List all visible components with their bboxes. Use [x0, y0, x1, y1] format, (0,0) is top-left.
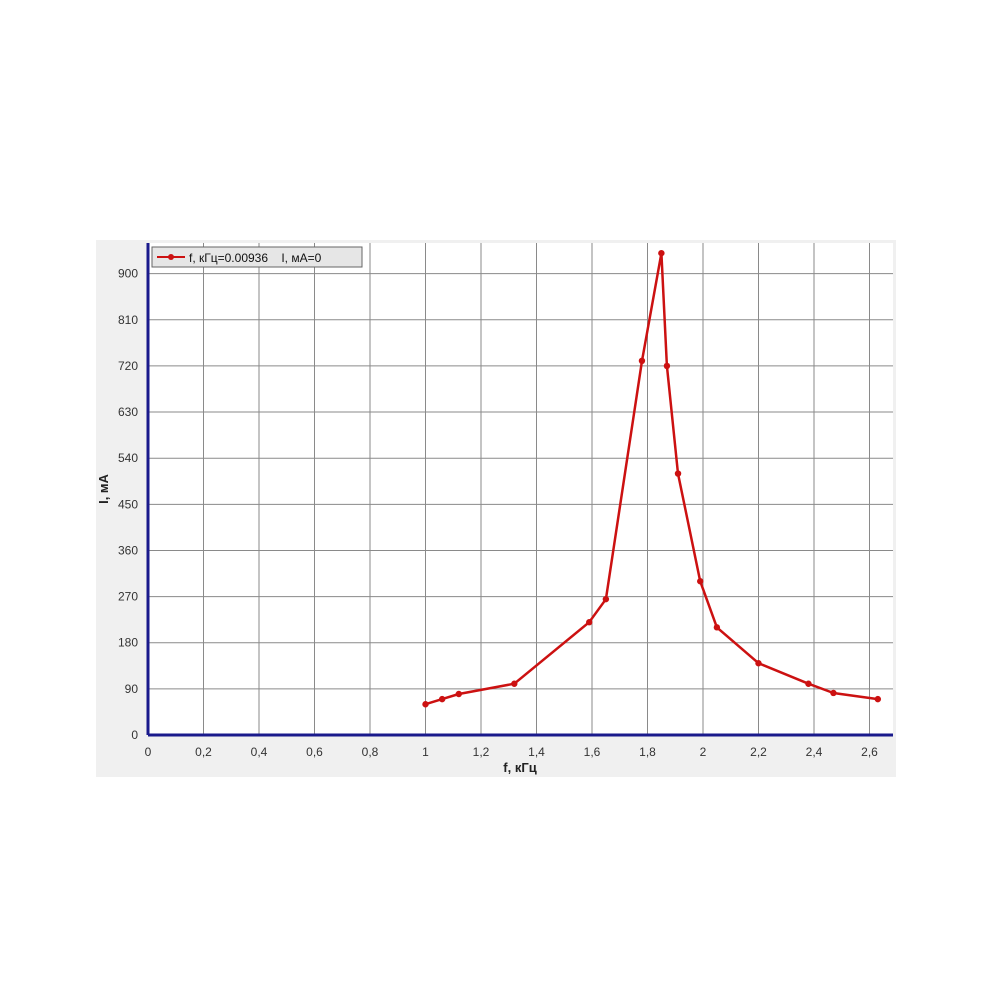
data-point[interactable] — [638, 357, 646, 365]
x-tick-label: 0,6 — [306, 745, 323, 759]
x-tick-label: 2,2 — [750, 745, 767, 759]
data-point[interactable] — [697, 578, 704, 585]
x-tick-label: 2,4 — [806, 745, 823, 759]
legend-box — [151, 246, 363, 268]
plot-area — [148, 243, 893, 735]
y-tick-label: 360 — [118, 543, 138, 557]
legend[interactable]: f, кГц=0.00936 I, мА=0 — [151, 246, 363, 268]
series — [422, 249, 882, 708]
x-tick-label: 2,6 — [861, 745, 878, 759]
data-point[interactable] — [874, 695, 882, 703]
data-point[interactable] — [713, 624, 721, 631]
y-tick-label: 630 — [118, 405, 138, 419]
x-tick-label: 1 — [422, 745, 429, 759]
data-point[interactable] — [674, 470, 682, 477]
legend-marker-swatch — [168, 254, 174, 260]
data-point[interactable] — [422, 701, 429, 708]
x-tick-labels: 0 0,2 0,4 0,6 0,8 1 1,2 1,4 1,6 1,8 2 2,2 2,4 2,6 — [145, 745, 879, 759]
y-tick-label: 180 — [118, 636, 138, 650]
data-point[interactable] — [755, 660, 762, 667]
y-tick-labels: 0 90 180 270 360 450 540 630 720 810 900 — [118, 267, 138, 742]
data-point[interactable] — [658, 249, 665, 257]
y-tick-label: 540 — [118, 451, 138, 465]
data-point[interactable] — [455, 690, 462, 698]
y-tick-label: 270 — [118, 590, 138, 604]
y-tick-label: 810 — [118, 313, 138, 327]
data-point[interactable] — [663, 362, 671, 370]
data-point[interactable] — [805, 680, 812, 687]
data-point[interactable] — [830, 689, 837, 697]
x-tick-label: 2 — [700, 745, 707, 759]
y-tick-label: 450 — [118, 497, 138, 511]
data-point[interactable] — [602, 595, 610, 603]
x-tick-label: 0 — [145, 745, 152, 759]
data-point[interactable] — [511, 680, 518, 687]
x-tick-label: 1,4 — [528, 745, 545, 759]
series-line — [425, 251, 878, 706]
y-axis-title: I, мА — [96, 473, 111, 503]
y-tick-label: 90 — [125, 682, 139, 696]
y-tick-label: 900 — [118, 267, 138, 281]
x-tick-label: 0,2 — [195, 745, 212, 759]
x-tick-label: 1,8 — [639, 745, 656, 759]
legend-text: f, кГц=0.00936 I, мА=0 — [189, 251, 322, 265]
x-axis-title: f, кГц — [503, 760, 536, 775]
data-point[interactable] — [586, 619, 593, 626]
y-tick-label: 720 — [118, 359, 138, 373]
x-tick-label: 0,8 — [362, 745, 379, 759]
x-tick-label: 1,6 — [584, 745, 601, 759]
data-point[interactable] — [438, 695, 446, 703]
x-tick-label: 1,2 — [473, 745, 490, 759]
axes — [146, 243, 893, 737]
y-tick-label: 0 — [131, 728, 138, 742]
x-tick-label: 0,4 — [251, 745, 268, 759]
